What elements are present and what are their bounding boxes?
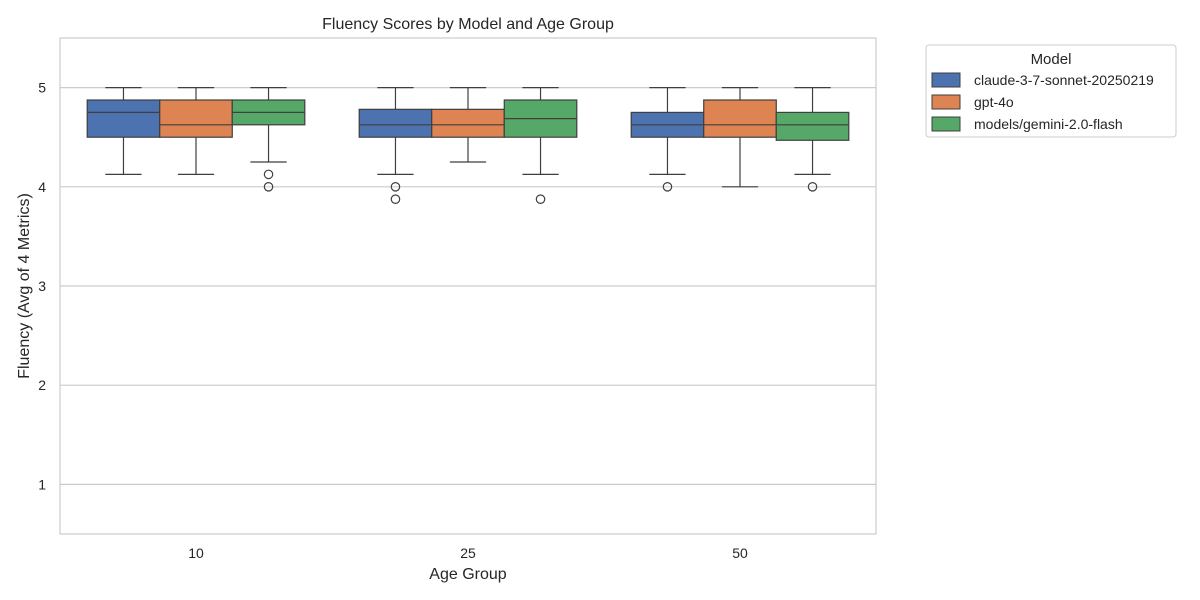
box-iqr (703, 99, 777, 138)
y-tick-labels: 1 2 3 4 5 (38, 80, 46, 493)
box-iqr (159, 99, 233, 138)
box-claude-3-7-sonnet-20250219-25 (358, 86, 433, 204)
legend-item: models/gemini-2.0-flash (931, 116, 1123, 132)
outlier-point (263, 169, 274, 180)
plot-frame (59, 37, 877, 535)
legend-label: models/gemini-2.0-flash (974, 116, 1123, 132)
box-gpt-4o-50 (703, 86, 777, 188)
y-tick-label: 5 (38, 80, 46, 96)
outlier-point (807, 182, 818, 192)
box-models/gemini-2.0-flash-50 (775, 86, 850, 192)
box-gpt-4o-10 (159, 86, 233, 175)
box-iqr (775, 111, 850, 141)
box-gpt-4o-25 (431, 86, 505, 163)
box-models/gemini-2.0-flash-10 (231, 86, 306, 192)
y-tick-label: 4 (38, 179, 46, 195)
y-tick-label: 2 (38, 377, 46, 393)
legend-item: gpt-4o (931, 94, 1014, 110)
legend-title: Model (1031, 51, 1072, 68)
legend-label: gpt-4o (974, 94, 1014, 110)
outlier-point (662, 182, 673, 192)
outlier-point (390, 182, 401, 192)
box-iqr (431, 108, 505, 138)
y-tick-label: 3 (38, 278, 46, 294)
chart-title: Fluency Scores by Model and Age Group (322, 16, 614, 33)
legend-swatch (931, 116, 961, 132)
x-axis-label: Age Group (429, 566, 506, 583)
legend-swatch (931, 72, 961, 88)
legend-frame (925, 44, 1177, 138)
box-claude-3-7-sonnet-20250219-50 (630, 86, 705, 192)
legend-swatch (931, 94, 961, 110)
box-iqr (358, 108, 433, 138)
box-models/gemini-2.0-flash-25 (503, 86, 578, 204)
y-tick-label: 1 (38, 476, 46, 492)
legend: Model claude-3-7-sonnet-20250219 gpt-4o mo… (925, 44, 1177, 138)
box-claude-3-7-sonnet-20250219-10 (86, 86, 161, 175)
outlier-point (263, 182, 274, 192)
x-tick-labels: 10 25 50 (188, 545, 748, 561)
box-plots (86, 86, 850, 204)
outlier-point (390, 194, 401, 204)
x-tick-label: 50 (732, 545, 748, 561)
legend-item: claude-3-7-sonnet-20250219 (931, 72, 1154, 88)
x-tick-label: 10 (188, 545, 204, 561)
legend-label: claude-3-7-sonnet-20250219 (974, 72, 1154, 88)
box-iqr (86, 99, 161, 138)
y-axis-label: Fluency (Avg of 4 Metrics) (16, 193, 33, 379)
legend-items: claude-3-7-sonnet-20250219 gpt-4o models/g… (931, 72, 1154, 132)
outlier-point (535, 194, 546, 204)
x-tick-label: 25 (460, 545, 476, 561)
